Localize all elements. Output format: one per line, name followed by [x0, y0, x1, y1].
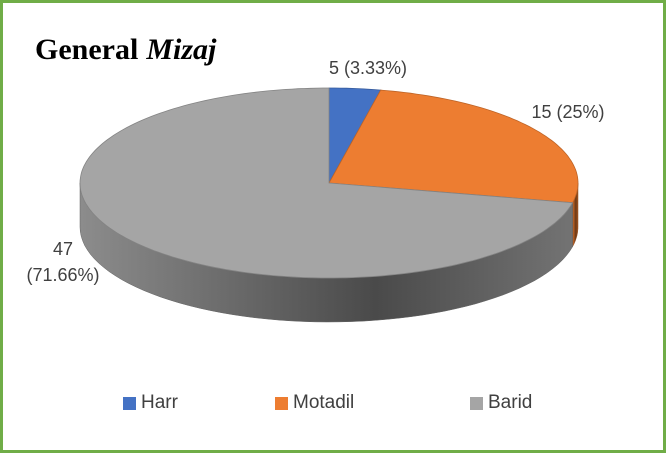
pie-area — [79, 87, 579, 323]
legend-item: Harr — [123, 392, 178, 414]
data-label: 5 (3.33%) — [328, 58, 408, 78]
legend-swatch — [470, 396, 483, 410]
data-label: 15 (25%) — [531, 102, 605, 122]
legend-label: Motadil — [293, 392, 355, 413]
title-text: General — [35, 33, 139, 66]
legend-item: Motadil — [275, 392, 354, 414]
legend-label: Barid — [488, 392, 533, 413]
legend-item: Barid — [470, 392, 532, 414]
title-emphasis: Mizaj — [146, 33, 217, 66]
data-label: 47 (71.66%) — [26, 239, 100, 285]
legend-swatch — [123, 396, 136, 410]
slice — [328, 89, 579, 204]
legend-label: Harr — [141, 392, 178, 413]
chart-title: General Mizaj — [35, 33, 216, 67]
slice — [79, 87, 574, 279]
legend-swatch — [275, 396, 288, 410]
